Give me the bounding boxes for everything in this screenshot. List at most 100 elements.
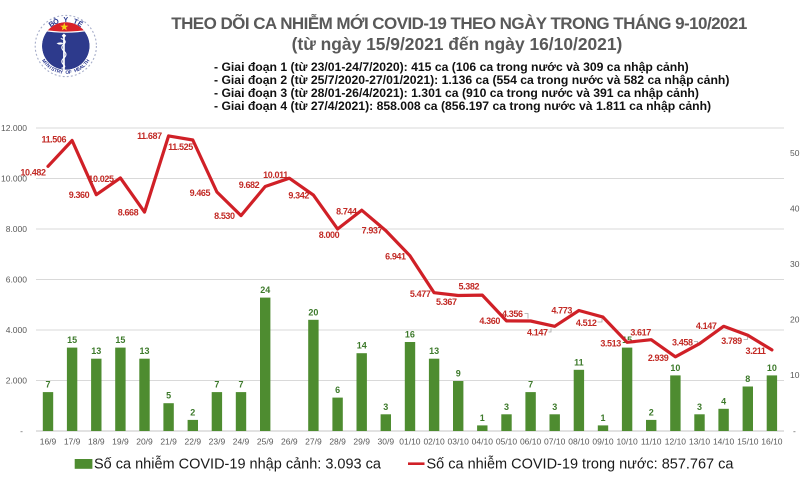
svg-text:23/9: 23/9 (209, 437, 226, 447)
svg-text:H: H (84, 58, 91, 65)
svg-text:3.458: 3.458 (672, 338, 693, 348)
svg-text:10: 10 (670, 363, 680, 373)
svg-text:T: T (83, 61, 89, 67)
svg-text:13/10: 13/10 (689, 437, 711, 447)
svg-text:3.617: 3.617 (630, 328, 651, 338)
svg-text:H: H (73, 67, 79, 74)
svg-text:1: 1 (600, 413, 605, 423)
svg-text:Ộ: Ộ (52, 16, 61, 27)
svg-text:10: 10 (767, 363, 777, 373)
svg-text:24/9: 24/9 (233, 437, 250, 447)
svg-text:29/9: 29/9 (353, 437, 370, 447)
svg-text:6: 6 (335, 385, 340, 395)
svg-text:5.382: 5.382 (459, 282, 480, 292)
svg-text:10.025: 10.025 (88, 174, 114, 184)
svg-text:15/10: 15/10 (737, 437, 759, 447)
svg-text:13: 13 (91, 346, 101, 356)
svg-text:16: 16 (405, 330, 415, 340)
svg-text:Số ca nhiễm COVID-19 nhập cảnh: Số ca nhiễm COVID-19 nhập cảnh: 3.093 ca (94, 456, 382, 473)
svg-text:T: T (72, 17, 80, 27)
svg-text:4.356: 4.356 (502, 309, 523, 319)
svg-text:27/9: 27/9 (305, 437, 322, 447)
svg-text:4.360: 4.360 (479, 316, 500, 326)
svg-text:06/10: 06/10 (520, 437, 542, 447)
svg-text:T: T (53, 67, 58, 74)
svg-text:I: I (43, 61, 49, 66)
svg-text:2: 2 (190, 407, 195, 417)
svg-text:17/9: 17/9 (64, 437, 81, 447)
svg-text:Số ca nhiễm COVID-19 trong nướ: Số ca nhiễm COVID-19 trong nước: 857.767… (427, 456, 735, 473)
svg-text:05/10: 05/10 (496, 437, 518, 447)
svg-text:12.000: 12.000 (1, 123, 27, 133)
svg-text:22/9: 22/9 (185, 437, 202, 447)
svg-text:R: R (56, 68, 62, 75)
svg-text:07/10: 07/10 (544, 437, 566, 447)
svg-text:L: L (81, 63, 87, 69)
svg-text:Y: Y (59, 69, 64, 76)
svg-text:8.000: 8.000 (6, 224, 28, 234)
svg-text:2: 2 (649, 407, 654, 417)
svg-text:N: N (44, 63, 51, 70)
svg-text:3.789: 3.789 (721, 336, 742, 346)
svg-text:3: 3 (697, 402, 702, 412)
svg-text:02/10: 02/10 (423, 437, 445, 447)
svg-text:7: 7 (528, 380, 533, 390)
svg-text:3.211: 3.211 (745, 346, 765, 356)
svg-text:13: 13 (429, 346, 439, 356)
svg-text:-: - (793, 426, 796, 436)
svg-text:2.939: 2.939 (648, 353, 669, 363)
svg-text:F: F (68, 69, 72, 75)
svg-text:04/10: 04/10 (472, 437, 494, 447)
svg-text:E: E (76, 66, 82, 73)
svg-text:16/10: 16/10 (761, 437, 783, 447)
svg-text:25/9: 25/9 (257, 437, 274, 447)
svg-text:11.525: 11.525 (168, 142, 193, 152)
svg-text:08/10: 08/10 (568, 437, 590, 447)
svg-text:7.937: 7.937 (362, 225, 383, 235)
svg-text:6.941: 6.941 (385, 252, 406, 262)
svg-text:20: 20 (790, 315, 800, 325)
svg-text:40: 40 (790, 203, 800, 213)
svg-text:30/9: 30/9 (378, 437, 395, 447)
svg-text:11.506: 11.506 (41, 135, 66, 145)
svg-text:14/10: 14/10 (713, 437, 735, 447)
svg-text:8.744: 8.744 (336, 207, 357, 217)
svg-text:9: 9 (456, 369, 461, 379)
svg-text:6.000: 6.000 (6, 274, 28, 284)
svg-text:4: 4 (721, 396, 726, 406)
svg-text:20: 20 (308, 307, 318, 317)
svg-text:10.482: 10.482 (20, 168, 46, 178)
svg-text:9.360: 9.360 (69, 190, 90, 200)
svg-text:3: 3 (383, 402, 388, 412)
svg-text:M: M (40, 58, 47, 65)
svg-text:11/10: 11/10 (641, 437, 662, 447)
svg-text:09/10: 09/10 (592, 437, 614, 447)
svg-text:9.465: 9.465 (190, 188, 211, 198)
svg-text:4.512: 4.512 (576, 318, 597, 328)
svg-text:21/9: 21/9 (160, 437, 177, 447)
svg-text:2.000: 2.000 (6, 375, 28, 385)
svg-text:1: 1 (480, 413, 485, 423)
svg-text:11.687: 11.687 (137, 131, 162, 141)
svg-text:A: A (78, 64, 85, 71)
svg-text:10/10: 10/10 (616, 437, 638, 447)
svg-text:5: 5 (166, 391, 171, 401)
svg-text:7: 7 (45, 380, 50, 390)
svg-text:10.000: 10.000 (1, 173, 27, 183)
svg-text:3: 3 (552, 402, 557, 412)
svg-text:Y: Y (63, 15, 68, 24)
svg-text:20/9: 20/9 (136, 437, 153, 447)
svg-text:3: 3 (504, 402, 509, 412)
svg-text:8.668: 8.668 (118, 207, 139, 217)
svg-text:10.011: 10.011 (263, 170, 288, 180)
svg-text:9.342: 9.342 (288, 190, 309, 200)
svg-text:7: 7 (238, 380, 243, 390)
svg-text:8.000: 8.000 (319, 230, 340, 240)
svg-text:3.513: 3.513 (600, 339, 621, 349)
svg-text:50: 50 (790, 148, 800, 158)
svg-text:Ế: Ế (76, 18, 86, 29)
svg-text:S: S (50, 66, 56, 73)
svg-text:-: - (20, 426, 23, 436)
svg-text:8: 8 (745, 374, 750, 384)
svg-text:7: 7 (214, 380, 219, 390)
